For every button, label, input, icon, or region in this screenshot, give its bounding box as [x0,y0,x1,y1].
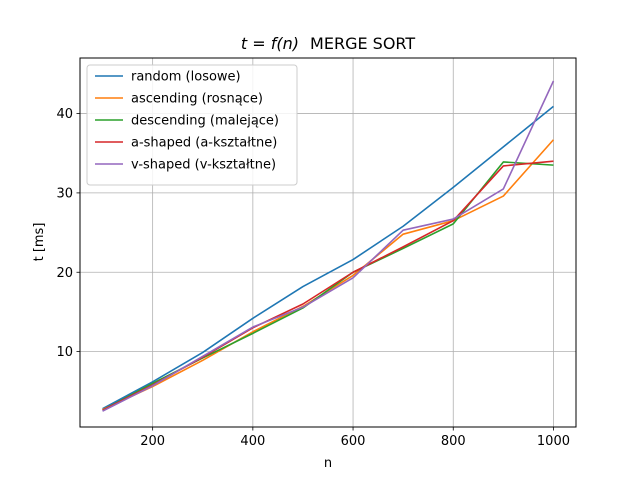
x-tick-label: 800 [441,434,466,449]
chart-title: t = f(n) MERGE SORT [241,34,416,53]
y-tick-label: 40 [56,107,73,122]
axis-ticks: 200 400 600 800 1000 10 20 30 40 [56,107,570,449]
legend-label: ascending (rosnące) [131,92,263,107]
chart-title-text: MERGE SORT [310,34,415,53]
legend: random (losowe) ascending (rosnące) descen… [86,64,298,186]
series-line-5 [102,80,555,412]
chart-title-formula: t = f(n) [241,34,299,53]
legend-label: random (losowe) [131,70,241,85]
legend-label: descending (malejące) [131,114,279,129]
y-tick-label: 20 [56,266,73,281]
legend-frame [86,64,298,186]
x-tick-label: 200 [140,434,165,449]
series-lines [102,80,555,412]
series-line-1 [102,105,554,410]
y-tick-label: 10 [56,345,73,360]
plot-area-frame [79,57,577,428]
legend-label: v-shaped (v-kształtne) [131,158,276,173]
x-axis-label: n [324,456,332,471]
x-tick-label: 400 [240,434,265,449]
y-axis-label: t [ms] [32,223,47,262]
y-tick-label: 30 [56,186,73,201]
legend-label: a-shaped (a-kształtne) [131,136,277,151]
x-tick-label: 1000 [537,434,570,449]
x-tick-label: 600 [341,434,366,449]
